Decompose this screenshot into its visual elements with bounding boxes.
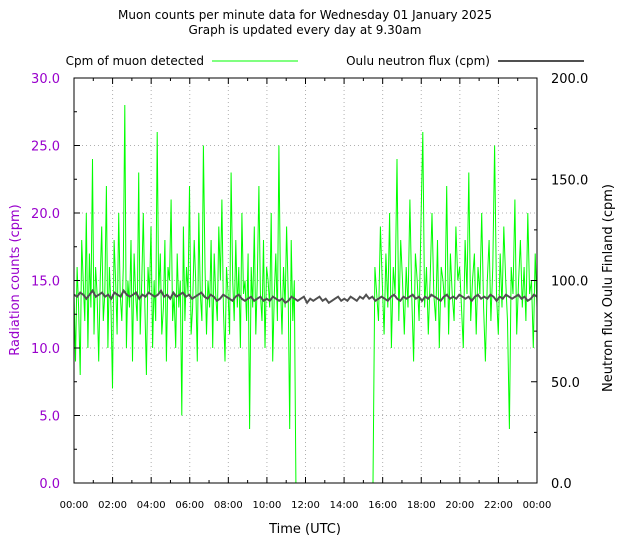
x-tick-label: 00:00	[523, 500, 552, 511]
legend-label-muon: Cpm of muon detected	[66, 54, 204, 68]
left-tick-label: 20.0	[31, 207, 60, 222]
x-tick-label: 10:00	[253, 500, 282, 511]
left-tick-label: 25.0	[31, 140, 60, 155]
x-axis-tick-labels: 00:00 02:00 04:00 06:00 08:00 10:00 12:00 14:00…	[60, 500, 552, 511]
x-tick-label: 22:00	[484, 500, 513, 511]
series-muon-line-segment-1	[73, 104, 297, 484]
left-axis-tick-labels: 0.0 5.0 10.0 15.0 20.0 25.0 30.0	[31, 72, 60, 492]
x-tick-label: 20:00	[445, 500, 474, 511]
x-tick-label: 04:00	[137, 500, 166, 511]
chart-subtitle: Graph is updated every day at 9.30am	[189, 23, 422, 37]
legend: Cpm of muon detected Oulu neutron flux (…	[66, 54, 584, 68]
right-tick-label: 0.0	[551, 477, 572, 492]
y2-axis-label: Neutron flux Oulu Finland (cpm)	[601, 184, 616, 392]
x-tick-label: 02:00	[98, 500, 127, 511]
x-tick-label: 08:00	[214, 500, 243, 511]
series-neutron-line	[73, 288, 538, 305]
left-tick-label: 30.0	[31, 72, 60, 87]
x-tick-label: 14:00	[330, 500, 359, 511]
left-tick-label: 0.0	[39, 477, 60, 492]
y-axis-label: Radiation counts (cpm)	[8, 204, 23, 355]
right-tick-label: 200.0	[551, 72, 588, 87]
right-axis-tick-labels: 0.0 50.0 100.0 150.0 200.0	[551, 72, 588, 492]
chart-title: Muon counts per minute data for Wednesda…	[118, 8, 492, 22]
x-axis-label: Time (UTC)	[268, 522, 341, 537]
right-tick-label: 50.0	[551, 376, 580, 391]
left-tick-label: 5.0	[39, 410, 60, 425]
series-muon-line-segment-2	[372, 131, 538, 484]
x-tick-label: 12:00	[291, 500, 320, 511]
left-tick-label: 10.0	[31, 342, 60, 357]
x-tick-label: 00:00	[60, 500, 89, 511]
x-tick-label: 06:00	[175, 500, 204, 511]
x-tick-label: 16:00	[368, 500, 397, 511]
tick-marks	[73, 77, 538, 484]
series-layer	[73, 104, 538, 484]
right-tick-label: 150.0	[551, 173, 588, 188]
legend-label-neutron: Oulu neutron flux (cpm)	[346, 54, 490, 68]
x-tick-label: 18:00	[407, 500, 436, 511]
left-tick-label: 15.0	[31, 275, 60, 290]
right-tick-label: 100.0	[551, 275, 588, 290]
